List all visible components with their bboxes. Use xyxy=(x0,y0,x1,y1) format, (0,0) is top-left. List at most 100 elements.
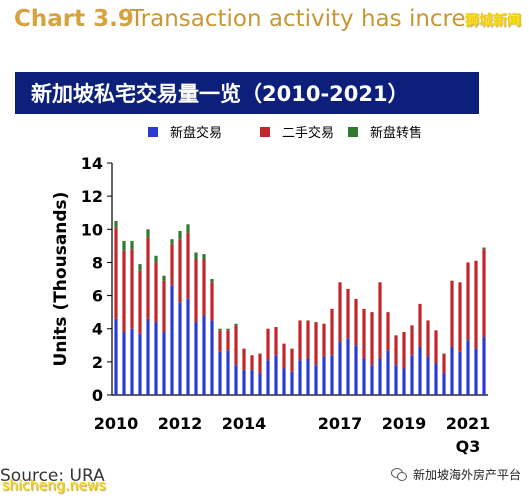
bar-new-sale xyxy=(482,337,486,395)
legend-swatch-resale xyxy=(260,126,270,137)
bar-new-sale xyxy=(130,328,134,395)
bar-new-sale xyxy=(410,355,414,395)
bar-resale xyxy=(402,332,406,369)
bar-new-sale xyxy=(194,322,198,395)
y-tick-label: 14 xyxy=(81,154,103,173)
bar-new-sale xyxy=(170,285,174,395)
chart-title: 新加坡私宅交易量一览（2010-2021） xyxy=(15,72,479,114)
bar-new-sale xyxy=(290,371,294,395)
bar-sub-sale xyxy=(146,229,150,238)
bar-resale xyxy=(274,327,278,356)
bar-sub-sale xyxy=(234,323,238,326)
wechat-icon xyxy=(390,468,407,481)
bar-resale xyxy=(322,323,326,357)
bar-new-sale xyxy=(322,356,326,395)
x-tick-label: 2017 xyxy=(318,414,363,433)
bar-new-sale xyxy=(138,333,142,395)
bar-sub-sale xyxy=(114,221,118,228)
bar-resale xyxy=(178,239,182,303)
bar-resale xyxy=(290,348,294,372)
bar-new-sale xyxy=(362,358,366,395)
bar-resale xyxy=(450,280,454,347)
legend-label-resale: 二手交易 xyxy=(282,126,335,141)
bar-resale xyxy=(418,303,422,347)
y-axis-label-group: Units (Thousands) xyxy=(51,192,71,367)
bar-resale xyxy=(122,250,126,333)
bar-resale xyxy=(378,282,382,359)
bar-sub-sale xyxy=(162,275,166,281)
bar-resale xyxy=(210,282,214,321)
bar-resale xyxy=(250,355,254,371)
legend-swatch-sub-sale xyxy=(348,126,358,137)
bar-new-sale xyxy=(298,360,302,395)
bar-resale xyxy=(298,320,302,361)
bar-new-sale xyxy=(458,351,462,395)
bar-sub-sale xyxy=(154,255,158,263)
header-text: Transaction activity has increa xyxy=(130,6,480,32)
bars xyxy=(114,221,486,395)
y-axis-label: Units (Thousands) xyxy=(51,192,71,367)
bar-new-sale xyxy=(418,346,422,395)
bar-resale xyxy=(314,322,318,366)
bar-resale xyxy=(434,330,438,364)
bar-new-sale xyxy=(274,355,278,395)
bar-new-sale xyxy=(394,365,398,395)
bar-new-sale xyxy=(122,332,126,395)
bar-resale xyxy=(458,282,462,352)
watermark-bottom-left: shicheng.news xyxy=(2,478,106,494)
bar-sub-sale xyxy=(202,254,206,260)
y-tick-label: 4 xyxy=(92,320,103,339)
bar-sub-sale xyxy=(130,240,134,250)
legend-item-sub-sale: 新盘转售 xyxy=(348,122,422,141)
bar-new-sale xyxy=(234,365,238,395)
bar-new-sale xyxy=(202,315,206,395)
legend-item-new-sale: 新盘交易 xyxy=(148,122,222,141)
bar-resale xyxy=(282,343,286,369)
bar-new-sale xyxy=(242,370,246,395)
watermark-top: 狮城新闻 xyxy=(465,13,521,29)
bar-resale xyxy=(338,282,342,342)
bar-resale xyxy=(218,330,222,352)
bar-resale xyxy=(146,237,150,319)
bar-new-sale xyxy=(250,370,254,395)
bar-resale xyxy=(394,335,398,366)
y-tick-label: 8 xyxy=(92,253,103,272)
bar-sub-sale xyxy=(170,239,174,245)
bar-new-sale xyxy=(258,373,262,395)
bar-new-sale xyxy=(162,332,166,395)
y-tick-label: 2 xyxy=(92,353,103,372)
bar-resale xyxy=(266,328,270,361)
bar-resale xyxy=(442,353,446,374)
bar-new-sale xyxy=(114,318,118,395)
watermark-bottom-right: 新加坡海外房产平台 xyxy=(390,466,521,483)
bar-resale xyxy=(194,259,198,323)
bar-sub-sale xyxy=(226,328,230,331)
bar-new-sale xyxy=(218,351,222,395)
bar-new-sale xyxy=(154,322,158,395)
bar-resale xyxy=(130,249,134,329)
bar-sub-sale xyxy=(138,264,142,271)
bar-new-sale xyxy=(314,365,318,395)
bar-new-sale xyxy=(386,350,390,395)
bar-new-sale xyxy=(370,365,374,395)
bar-resale xyxy=(138,270,142,334)
legend-swatch-new-sale xyxy=(148,126,158,137)
bar-resale xyxy=(386,312,390,351)
chart-number: Chart 3.9 xyxy=(14,6,134,32)
bar-new-sale xyxy=(178,302,182,395)
bar-resale xyxy=(186,232,190,299)
bar-resale xyxy=(306,320,310,359)
bar-resale xyxy=(202,259,206,316)
bar-sub-sale xyxy=(122,240,126,251)
bar-new-sale xyxy=(266,360,270,395)
bar-resale xyxy=(170,244,174,286)
x-sublabel: Q3 xyxy=(456,437,481,456)
bar-new-sale xyxy=(426,356,430,395)
bar-resale xyxy=(362,308,366,359)
bar-new-sale xyxy=(330,355,334,395)
bar-resale xyxy=(162,280,166,333)
bar-resale xyxy=(330,308,334,356)
bar-sub-sale xyxy=(218,328,222,331)
bar-new-sale xyxy=(442,373,446,395)
